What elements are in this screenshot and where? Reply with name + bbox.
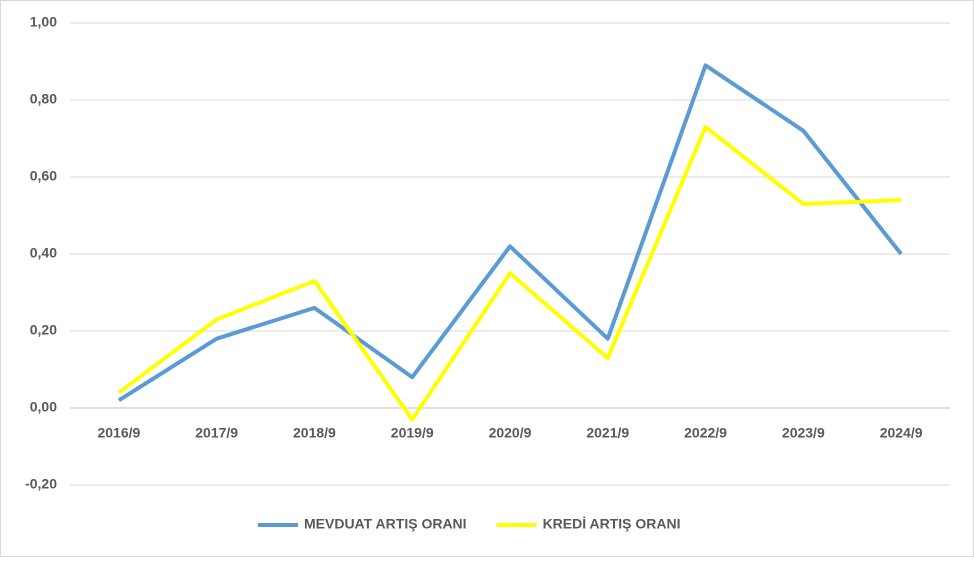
- y-tick-label: 0,20: [30, 322, 57, 338]
- series-line: [117, 124, 902, 422]
- x-tick-label: 2022/9: [684, 425, 727, 441]
- y-tick-label: -0,20: [25, 476, 57, 492]
- legend-label: KREDİ ARTIŞ ORANI: [543, 516, 681, 532]
- legend-label: MEVDUAT ARTIŞ ORANI: [304, 516, 467, 532]
- series-line: [117, 63, 903, 402]
- x-tick-label: 2016/9: [97, 425, 140, 441]
- x-tick-label: 2017/9: [195, 425, 238, 441]
- y-tick-label: 0,40: [30, 245, 57, 261]
- x-tick-label: 2024/9: [880, 425, 923, 441]
- x-tick-label: 2020/9: [489, 425, 532, 441]
- y-tick-label: 0,00: [30, 399, 57, 415]
- x-tick-label: 2021/9: [586, 425, 629, 441]
- y-tick-label: 1,00: [30, 14, 57, 30]
- y-tick-label: 0,60: [30, 168, 57, 184]
- x-tick-label: 2018/9: [293, 425, 336, 441]
- x-tick-label: 2019/9: [391, 425, 434, 441]
- y-tick-label: 0,80: [30, 91, 57, 107]
- x-tick-label: 2023/9: [782, 425, 825, 441]
